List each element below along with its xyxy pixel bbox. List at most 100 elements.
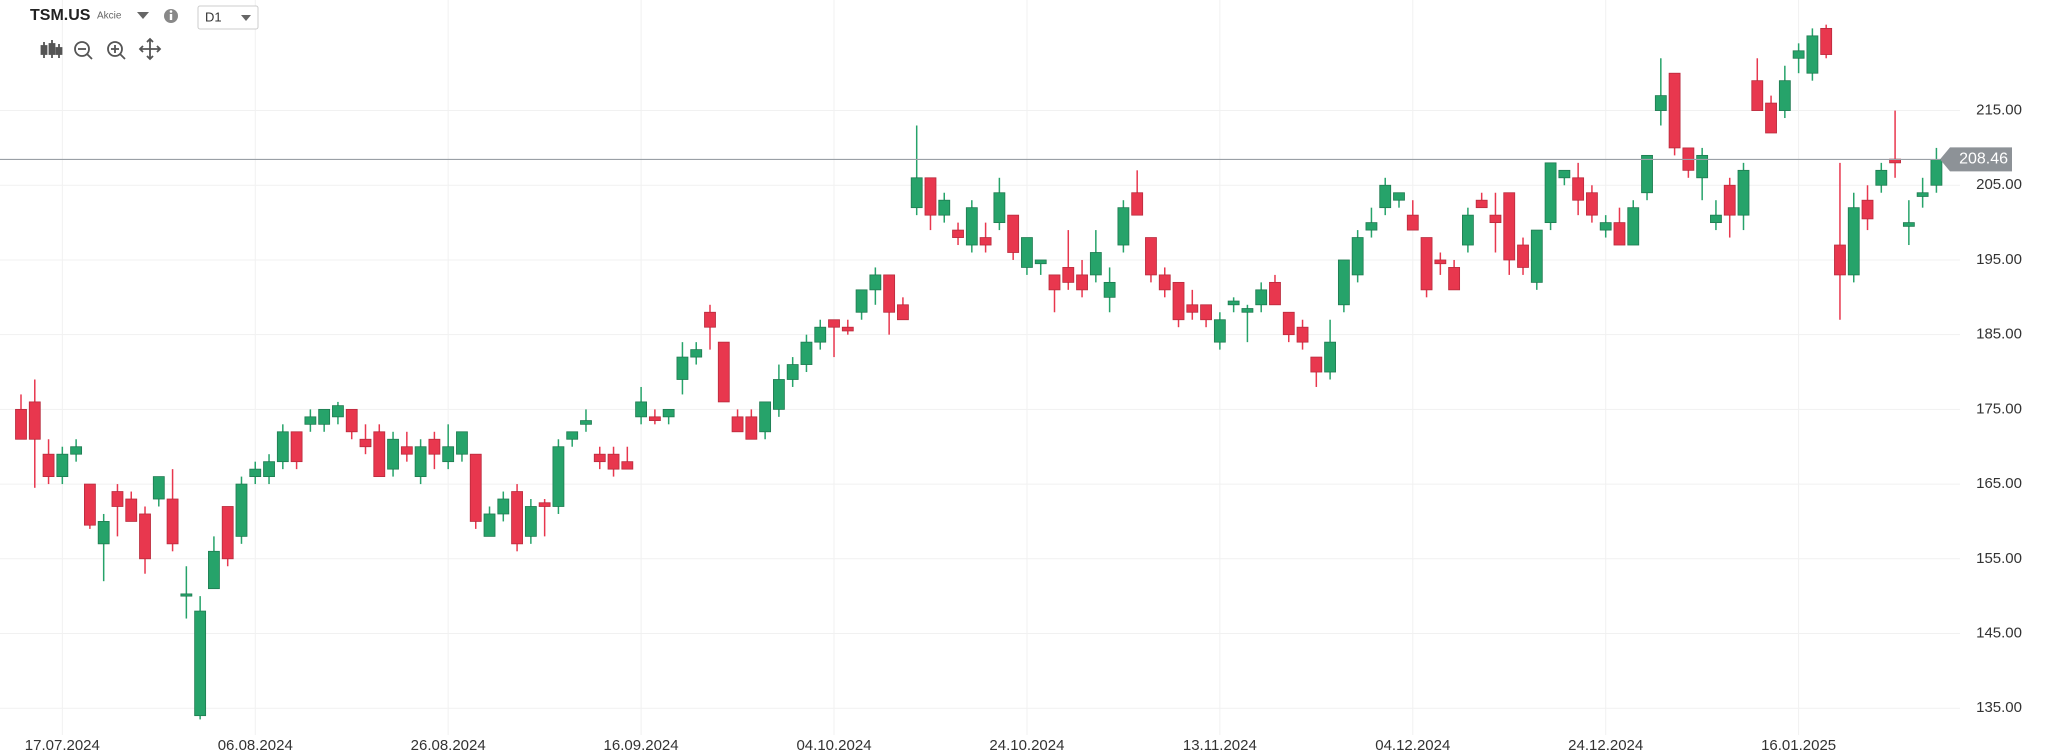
candle-body	[1337, 259, 1350, 306]
candle-body	[97, 521, 110, 545]
candle-body	[1751, 80, 1764, 111]
candle-body	[1875, 169, 1888, 186]
candle-body	[1834, 244, 1846, 276]
candle-body	[1255, 289, 1268, 306]
candle-body	[1420, 237, 1433, 291]
candle-body	[1186, 304, 1199, 313]
candle-body	[263, 461, 275, 478]
candle-body	[511, 491, 523, 545]
candle-body	[566, 431, 579, 440]
candle-body	[979, 237, 992, 246]
y-tick-label: 175.00	[1976, 400, 2022, 417]
candle-body	[1365, 222, 1378, 231]
candle-body	[1806, 35, 1819, 74]
candle-body	[1076, 274, 1088, 291]
candle-body	[1778, 80, 1791, 111]
candle-body	[1406, 214, 1419, 231]
candle-body	[359, 438, 372, 448]
candle-body	[483, 513, 496, 537]
candle-body	[111, 491, 124, 507]
symbol-dropdown[interactable]	[137, 12, 149, 19]
candle-body	[1324, 341, 1336, 373]
x-tick-label: 24.10.2024	[989, 737, 1064, 754]
candle-body	[1131, 192, 1144, 216]
candle-body	[387, 438, 399, 470]
candle-body	[1062, 267, 1075, 283]
candle-body	[1544, 162, 1557, 224]
y-tick-label: 165.00	[1976, 475, 2022, 492]
chart-type-button[interactable]	[40, 40, 63, 58]
y-tick-label: 145.00	[1976, 624, 2022, 641]
timeframe: D1	[205, 9, 222, 24]
candle-body	[1379, 184, 1392, 209]
candle-body	[373, 431, 386, 478]
candle-body	[1599, 222, 1612, 231]
candle-body	[1930, 159, 1943, 186]
candle-body	[1861, 199, 1874, 220]
candle-body	[635, 401, 647, 418]
candle-body	[56, 453, 69, 478]
candle-body	[1641, 154, 1653, 194]
candle-body	[1351, 237, 1364, 276]
candle-body	[690, 349, 703, 358]
timeframe-select[interactable]	[197, 5, 259, 30]
y-tick-label: 215.00	[1976, 102, 2022, 119]
zoom-in-button[interactable]	[107, 41, 126, 60]
candle-body	[1572, 177, 1585, 201]
candle-body	[84, 483, 96, 526]
candle-body	[1310, 356, 1323, 373]
candle-body	[1586, 192, 1598, 216]
zoom-out-button[interactable]	[74, 41, 93, 60]
candle-body	[1489, 214, 1502, 224]
y-tick-label: 185.00	[1976, 326, 2022, 343]
candle-body	[952, 229, 964, 238]
candle-body	[152, 476, 165, 500]
candle-body	[332, 405, 344, 418]
x-tick-label: 26.08.2024	[411, 737, 486, 754]
toolbar	[40, 37, 162, 61]
candle-body	[414, 446, 427, 478]
y-tick-label: 135.00	[1976, 699, 2022, 716]
x-tick-label: 06.08.2024	[218, 737, 293, 754]
x-tick-label: 17.07.2024	[25, 737, 100, 754]
y-tick-label: 205.00	[1976, 176, 2022, 193]
candle-body	[1710, 214, 1722, 224]
candle-body	[731, 416, 744, 433]
candle-body	[1696, 154, 1709, 179]
candle-body	[965, 207, 978, 246]
pan-button[interactable]	[138, 37, 162, 61]
candle-body	[869, 274, 882, 291]
info-icon-bar	[169, 14, 173, 20]
candle-body	[1172, 281, 1185, 321]
candle-body	[1145, 237, 1157, 276]
last-price-tag	[1940, 147, 2012, 172]
candle-body	[400, 446, 413, 455]
candle-body	[648, 416, 661, 421]
candle-body	[607, 453, 620, 470]
candle-body	[318, 408, 331, 425]
candle-body	[993, 192, 1006, 224]
candle-body	[1021, 237, 1033, 268]
candle-body	[552, 446, 565, 507]
candle-body	[1200, 304, 1212, 321]
candle-body	[1668, 72, 1681, 149]
candle-body	[497, 498, 510, 515]
symbol: TSM.US	[30, 7, 91, 24]
candle-body	[1034, 259, 1047, 265]
candle-body	[1241, 308, 1254, 313]
candle-body	[717, 341, 730, 403]
candle-body	[180, 593, 193, 597]
header: TSM.US Akcie D1	[30, 5, 259, 30]
candle-body	[759, 401, 772, 433]
candle-body	[1654, 95, 1667, 111]
candle-body	[1048, 274, 1061, 291]
candle-body	[249, 468, 262, 478]
candle-body	[538, 502, 551, 507]
x-tick-label: 24.12.2024	[1568, 737, 1643, 754]
candle-body	[1530, 229, 1543, 283]
candle-body	[938, 199, 951, 216]
candle-body	[28, 401, 41, 440]
candle-body	[1448, 267, 1461, 291]
candle-body	[1213, 319, 1226, 343]
